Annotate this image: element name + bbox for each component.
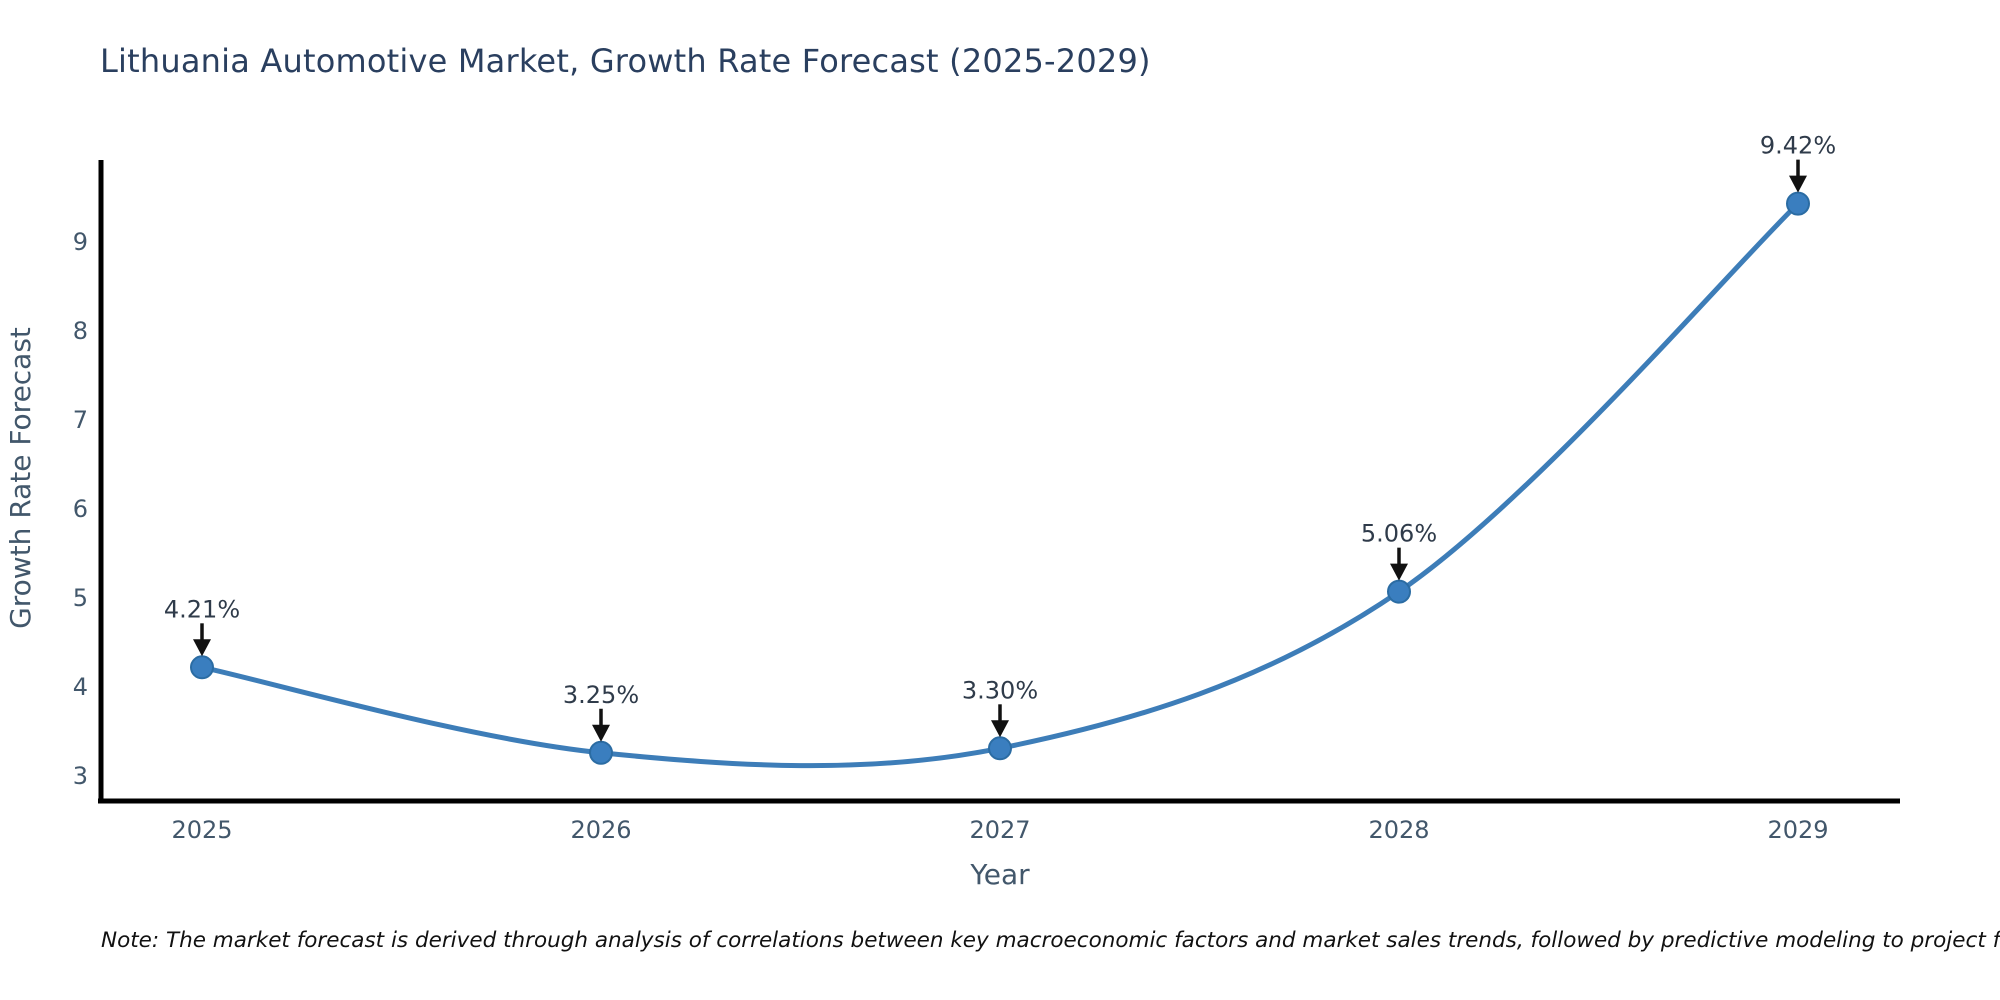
annotation-value-label: 3.30% [962, 676, 1038, 704]
annotation-value-label: 4.21% [164, 595, 240, 623]
annotation-arrow-head [991, 720, 1009, 738]
y-tick-label: 3 [73, 762, 88, 790]
chart-title: Lithuania Automotive Market, Growth Rate… [100, 42, 1151, 80]
data-point-marker [988, 736, 1012, 761]
annotation-value-label: 9.42% [1760, 132, 1836, 160]
data-point-marker [190, 655, 214, 680]
x-tick-label: 2028 [1368, 816, 1429, 844]
data-point-marker [1387, 579, 1411, 604]
y-tick-label: 6 [73, 495, 88, 523]
y-tick-label: 9 [73, 228, 88, 256]
chart-footnote: Note: The market forecast is derived thr… [101, 928, 2000, 953]
x-axis-title: Year [969, 858, 1030, 891]
y-tick-label: 8 [73, 317, 88, 345]
data-point-marker [1786, 191, 1810, 216]
annotation-arrow-head [1789, 175, 1807, 193]
annotation-arrow-head [193, 639, 211, 657]
data-point-marker [589, 740, 613, 765]
x-tick-label: 2027 [969, 816, 1030, 844]
x-tick-label: 2025 [171, 816, 232, 844]
y-axis-title: Growth Rate Forecast [4, 327, 37, 629]
x-tick-label: 2026 [570, 816, 631, 844]
x-tick-label: 2029 [1767, 816, 1828, 844]
y-tick-label: 4 [73, 673, 88, 701]
annotation-value-label: 3.25% [563, 681, 639, 709]
annotation-arrow-head [592, 724, 610, 742]
y-tick-label: 5 [73, 584, 88, 612]
annotation-arrow-head [1390, 563, 1408, 581]
annotation-value-label: 5.06% [1361, 520, 1437, 548]
y-tick-label: 7 [73, 406, 88, 434]
